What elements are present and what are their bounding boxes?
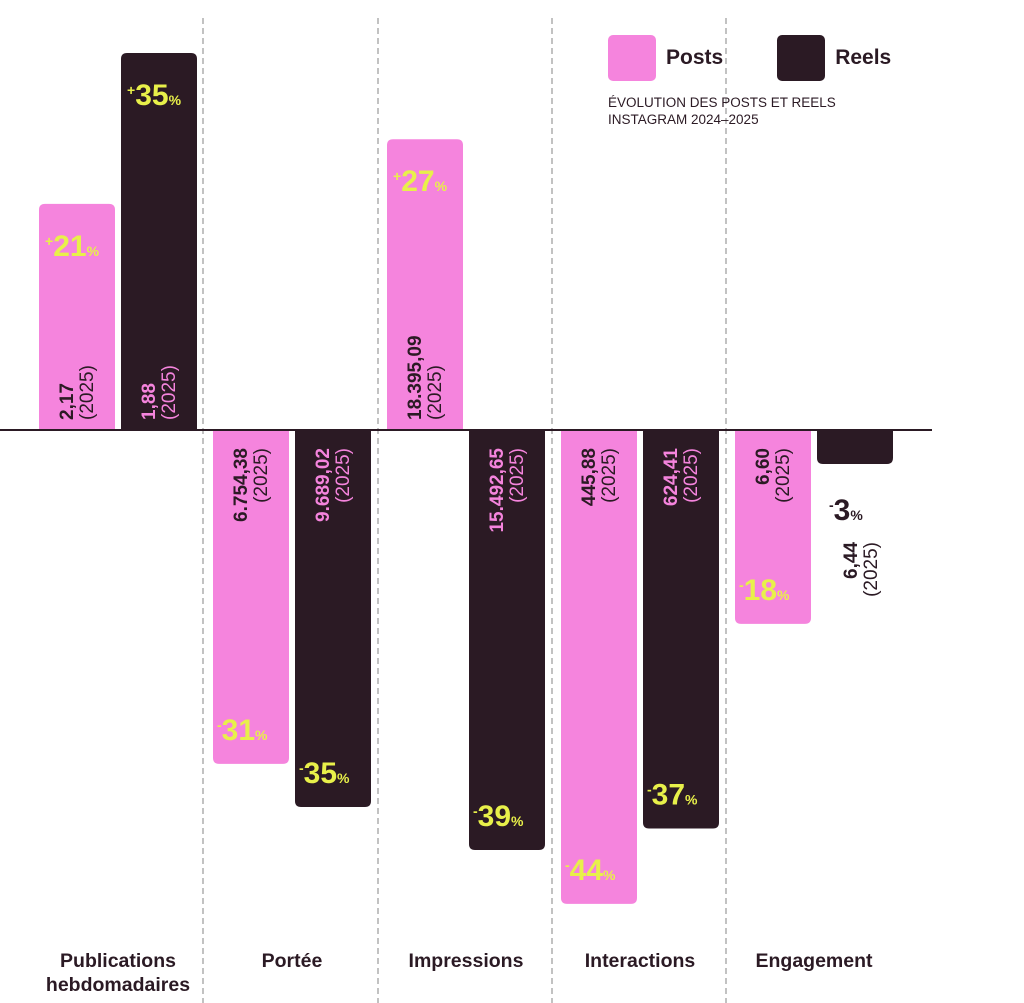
category-label-3: Impressions xyxy=(409,950,524,972)
value-label-posts-4: 445,88 (2025) xyxy=(579,448,620,506)
value-label-posts-2: 6.754,38 (2025) xyxy=(231,448,272,522)
value-label-reels-4: 624,41 (2025) xyxy=(661,448,702,507)
bar-posts-1 xyxy=(39,203,115,430)
svg-text:(2025): (2025) xyxy=(251,448,272,503)
legend-label-posts: Posts xyxy=(666,46,724,69)
percent-label-reels-1: +35% xyxy=(127,79,182,112)
svg-text:(2025): (2025) xyxy=(333,448,354,503)
svg-text:9.689,02: 9.689,02 xyxy=(313,448,334,522)
legend-swatch-reels xyxy=(777,35,826,81)
percent-label-reels-4: -37% xyxy=(647,778,698,811)
svg-text:(2025): (2025) xyxy=(861,542,882,597)
svg-text:18.395,09: 18.395,09 xyxy=(405,335,426,420)
bar-posts-2 xyxy=(213,430,289,764)
chart-title-line-2: INSTAGRAM 2024–2025 xyxy=(608,112,759,127)
chart-title-line-1: ÉVOLUTION DES POSTS ET REELS xyxy=(608,95,836,110)
bar-reels-1 xyxy=(121,53,197,431)
category-label-1: Publications hebdomadaires xyxy=(46,950,190,996)
bar-reels-5 xyxy=(817,430,893,464)
value-label-reels-5: 6,44 (2025) xyxy=(841,542,882,597)
percent-label-posts-3: +27% xyxy=(393,165,448,198)
bar-reels-2 xyxy=(295,430,371,807)
bar-labels: +21%2,17 (2025)+35%1,88 (2025)-31%6.754,38… xyxy=(45,79,882,887)
category-label-5: Engagement xyxy=(755,950,873,972)
bars xyxy=(39,53,893,904)
bar-posts-4 xyxy=(561,430,637,904)
svg-text:445,88: 445,88 xyxy=(579,448,600,506)
bar-posts-5 xyxy=(735,430,811,624)
legend: Posts Reels ÉVOLUTION DES POSTS ET REELS… xyxy=(608,34,908,128)
svg-text:6,60: 6,60 xyxy=(753,448,774,485)
category-label-line: hebdomadaires xyxy=(46,974,190,996)
svg-text:2,17: 2,17 xyxy=(57,383,78,420)
legend-swatch-posts xyxy=(608,35,656,81)
svg-text:624,41: 624,41 xyxy=(661,448,682,507)
value-label-reels-2: 9.689,02 (2025) xyxy=(313,448,354,522)
value-label-posts-3: 18.395,09 (2025) xyxy=(405,335,446,420)
svg-text:6.754,38: 6.754,38 xyxy=(231,448,252,522)
bar-posts-3 xyxy=(387,139,463,430)
value-label-posts-1: 2,17 (2025) xyxy=(57,365,98,420)
svg-text:1,88: 1,88 xyxy=(139,383,160,420)
category-dividers xyxy=(202,18,727,1003)
category-label-line: Interactions xyxy=(585,950,696,972)
value-label-reels-1: 1,88 (2025) xyxy=(139,365,180,420)
category-label-line: Publications xyxy=(60,950,176,972)
percent-label-posts-5: -18% xyxy=(739,574,790,607)
svg-text:(2025): (2025) xyxy=(425,365,446,420)
category-label-line: Portée xyxy=(262,950,323,972)
value-label-posts-5: 6,60 (2025) xyxy=(753,448,794,503)
svg-text:15.492,65: 15.492,65 xyxy=(487,448,508,533)
percent-label-reels-5: -3% xyxy=(829,494,863,527)
category-label-2: Portée xyxy=(262,950,323,972)
percent-label-posts-2: -31% xyxy=(217,714,268,747)
svg-text:(2025): (2025) xyxy=(507,448,528,503)
svg-text:(2025): (2025) xyxy=(773,448,794,503)
chart-title: ÉVOLUTION DES POSTS ET REELS INSTAGRAM 2… xyxy=(608,94,868,128)
value-label-reels-3: 15.492,65 (2025) xyxy=(487,448,528,533)
percent-label-reels-2: -35% xyxy=(299,757,350,790)
svg-text:(2025): (2025) xyxy=(77,365,98,420)
percent-label-reels-3: -39% xyxy=(473,800,524,833)
svg-text:(2025): (2025) xyxy=(599,448,620,503)
legend-label-reels: Reels xyxy=(835,46,892,69)
category-labels: Publications hebdomadaires Portée Impressio… xyxy=(46,950,873,996)
bar-reels-4 xyxy=(643,430,719,829)
category-label-line: Engagement xyxy=(755,950,873,972)
bar-reels-3 xyxy=(469,430,545,851)
percent-label-posts-1: +21% xyxy=(45,230,100,263)
category-label-line: Impressions xyxy=(409,950,524,972)
category-label-4: Interactions xyxy=(585,950,696,972)
percent-label-posts-4: -44% xyxy=(565,854,616,887)
svg-text:6,44: 6,44 xyxy=(841,542,862,579)
svg-text:(2025): (2025) xyxy=(681,448,702,503)
svg-text:(2025): (2025) xyxy=(159,365,180,420)
